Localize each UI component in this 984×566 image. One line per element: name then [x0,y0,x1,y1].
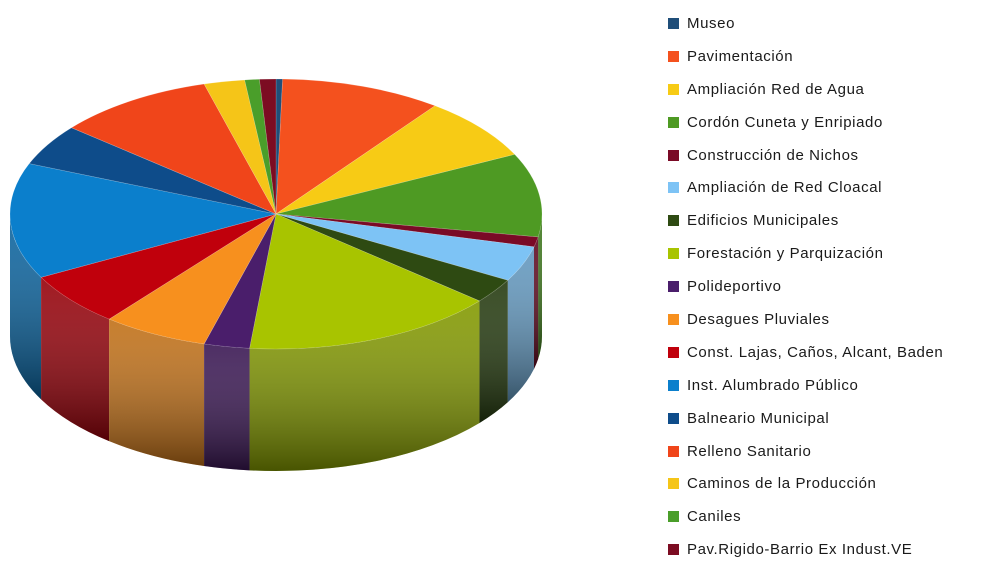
legend-item: Pavimentación [668,40,984,73]
legend-item: Relleno Sanitario [668,435,984,468]
legend-item: Ampliación de Red Cloacal [668,171,984,204]
pie-side-5 [507,246,535,403]
pie-slice-10 [40,213,277,320]
legend-item: Museo [668,7,984,40]
legend-item: Inst. Alumbrado Público [668,369,984,402]
pie-side-11 [10,214,42,400]
pie-slice-5 [275,213,535,281]
pie-side-9 [109,319,205,466]
legend-item: Desagues Pluviales [668,303,984,336]
pie-slice-7 [249,213,481,350]
pie-slice-16 [259,78,277,215]
pie-slice-1 [275,78,436,215]
legend-swatch [668,379,679,391]
legend-swatch [668,313,679,325]
legend-swatch [668,544,679,556]
pie-slice-14 [203,79,277,215]
pie-slice-6 [275,213,509,302]
pie-slice-4 [275,213,539,248]
pie-slice-12 [28,127,277,215]
pie-slice-3 [275,154,543,238]
legend-item: Ampliación Red de Agua [668,73,984,106]
pie-slice-15 [244,78,277,215]
pie-side-4 [534,236,539,369]
legend-label: Pav.Rigido-Barrio Ex Indust.VE [687,541,913,559]
legend-swatch [668,478,679,490]
legend-label: Balneario Municipal [687,409,830,427]
pie-slice-0 [275,78,283,215]
legend-label: Museo [687,14,736,32]
legend-item: Construcción de Nichos [668,139,984,172]
legend-swatch [668,281,679,293]
legend-label: Relleno Sanitario [687,442,812,460]
legend-swatch [668,83,679,95]
legend-swatch [668,215,679,227]
legend-item: Const. Lajas, Caños, Alcant, Baden [668,336,984,369]
legend-swatch [668,116,679,128]
pie-side-8 [204,343,250,471]
pie-side-3 [538,214,542,359]
pie-side-6 [479,280,508,423]
pie-side-7 [249,300,480,472]
legend-item: Balneario Municipal [668,402,984,435]
legend-swatch [668,149,679,161]
legend-label: Const. Lajas, Caños, Alcant, Baden [687,343,944,361]
pie-slice-11 [9,163,277,278]
legend-label: Caminos de la Producción [687,475,877,493]
legend-label: Edificios Municipales [687,212,839,230]
legend-label: Inst. Alumbrado Público [687,376,859,394]
chart-legend: Museo Pavimentación Ampliación Red de Agua… [668,7,984,566]
legend-label: Desagues Pluviales [687,310,830,328]
legend-label: Pavimentación [687,47,794,65]
pie-slice-9 [108,213,277,345]
legend-label: Polideportivo [687,278,782,296]
legend-swatch [668,248,679,260]
legend-item: Edificios Municipales [668,204,984,237]
legend-swatch [668,50,679,62]
legend-swatch [668,511,679,523]
legend-label: Ampliación de Red Cloacal [687,179,883,197]
legend-item: Caminos de la Producción [668,467,984,500]
legend-item: Polideportivo [668,270,984,303]
legend-label: Forestación y Parquización [687,245,884,263]
legend-label: Construcción de Nichos [687,146,859,164]
legend-item: Forestación y Parquización [668,237,984,270]
legend-label: Cordón Cuneta y Enripiado [687,113,883,131]
legend-label: Caniles [687,508,742,526]
legend-label: Ampliación Red de Agua [687,80,865,98]
pie-slice-8 [203,213,277,349]
legend-item: Pav.Rigido-Barrio Ex Indust.VE [668,533,984,566]
legend-swatch [668,445,679,457]
pie-slice-13 [70,83,277,215]
legend-swatch [668,412,679,424]
legend-swatch [668,17,679,29]
legend-item: Caniles [668,500,984,533]
legend-swatch [668,182,679,194]
legend-item: Cordón Cuneta y Enripiado [668,106,984,139]
pie-slice-2 [275,105,516,215]
pie-side-10 [41,277,110,442]
legend-swatch [668,346,679,358]
